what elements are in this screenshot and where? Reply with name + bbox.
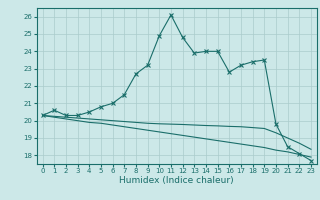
X-axis label: Humidex (Indice chaleur): Humidex (Indice chaleur) (119, 176, 234, 185)
